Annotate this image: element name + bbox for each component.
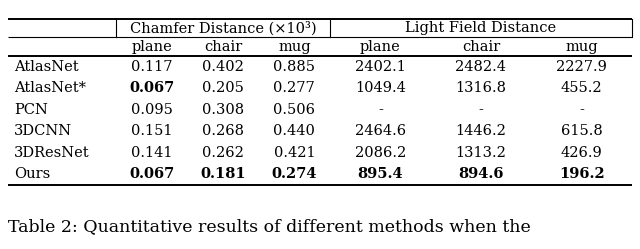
Text: -: - [378, 103, 383, 117]
Text: AtlasNet: AtlasNet [14, 60, 79, 74]
Text: chair: chair [204, 40, 242, 54]
Text: 0.205: 0.205 [202, 81, 244, 95]
Text: 0.402: 0.402 [202, 60, 244, 74]
Text: 426.9: 426.9 [561, 146, 602, 160]
Text: -: - [579, 103, 584, 117]
Text: 0.141: 0.141 [131, 146, 172, 160]
Text: 3DCNN: 3DCNN [14, 124, 72, 138]
Text: 894.6: 894.6 [458, 167, 504, 181]
Text: PCN: PCN [14, 103, 48, 117]
Text: plane: plane [360, 40, 401, 54]
Text: 895.4: 895.4 [358, 167, 403, 181]
Text: 1446.2: 1446.2 [456, 124, 506, 138]
Text: -: - [479, 103, 483, 117]
Text: 2086.2: 2086.2 [355, 146, 406, 160]
Text: 0.274: 0.274 [271, 167, 317, 181]
Text: 1049.4: 1049.4 [355, 81, 406, 95]
Text: 0.262: 0.262 [202, 146, 244, 160]
Text: 0.277: 0.277 [273, 81, 316, 95]
Text: 2402.1: 2402.1 [355, 60, 406, 74]
Text: Table 2: Quantitative results of different methods when the: Table 2: Quantitative results of differe… [8, 219, 531, 236]
Text: 0.067: 0.067 [129, 167, 174, 181]
Text: Ours: Ours [14, 167, 51, 181]
Text: mug: mug [565, 40, 598, 54]
Text: 0.308: 0.308 [202, 103, 244, 117]
Text: 2227.9: 2227.9 [556, 60, 607, 74]
Text: 1316.8: 1316.8 [456, 81, 506, 95]
Text: chair: chair [462, 40, 500, 54]
Text: 2482.4: 2482.4 [456, 60, 506, 74]
Text: 455.2: 455.2 [561, 81, 602, 95]
Text: 2464.6: 2464.6 [355, 124, 406, 138]
Text: 0.117: 0.117 [131, 60, 172, 74]
Text: AtlasNet*: AtlasNet* [14, 81, 86, 95]
Text: 3DResNet: 3DResNet [14, 146, 90, 160]
Text: 0.440: 0.440 [273, 124, 316, 138]
Text: 0.095: 0.095 [131, 103, 173, 117]
Text: Chamfer Distance (×10³): Chamfer Distance (×10³) [130, 21, 316, 35]
Text: plane: plane [131, 40, 172, 54]
Text: 0.506: 0.506 [273, 103, 316, 117]
Text: 0.268: 0.268 [202, 124, 244, 138]
Text: Light Field Distance: Light Field Distance [405, 21, 557, 35]
Text: 0.067: 0.067 [129, 81, 174, 95]
Text: mug: mug [278, 40, 310, 54]
Text: 0.151: 0.151 [131, 124, 172, 138]
Text: 1313.2: 1313.2 [456, 146, 506, 160]
Text: 0.421: 0.421 [273, 146, 315, 160]
Text: 0.885: 0.885 [273, 60, 316, 74]
Text: 615.8: 615.8 [561, 124, 602, 138]
Text: 196.2: 196.2 [559, 167, 605, 181]
Text: 0.181: 0.181 [200, 167, 246, 181]
